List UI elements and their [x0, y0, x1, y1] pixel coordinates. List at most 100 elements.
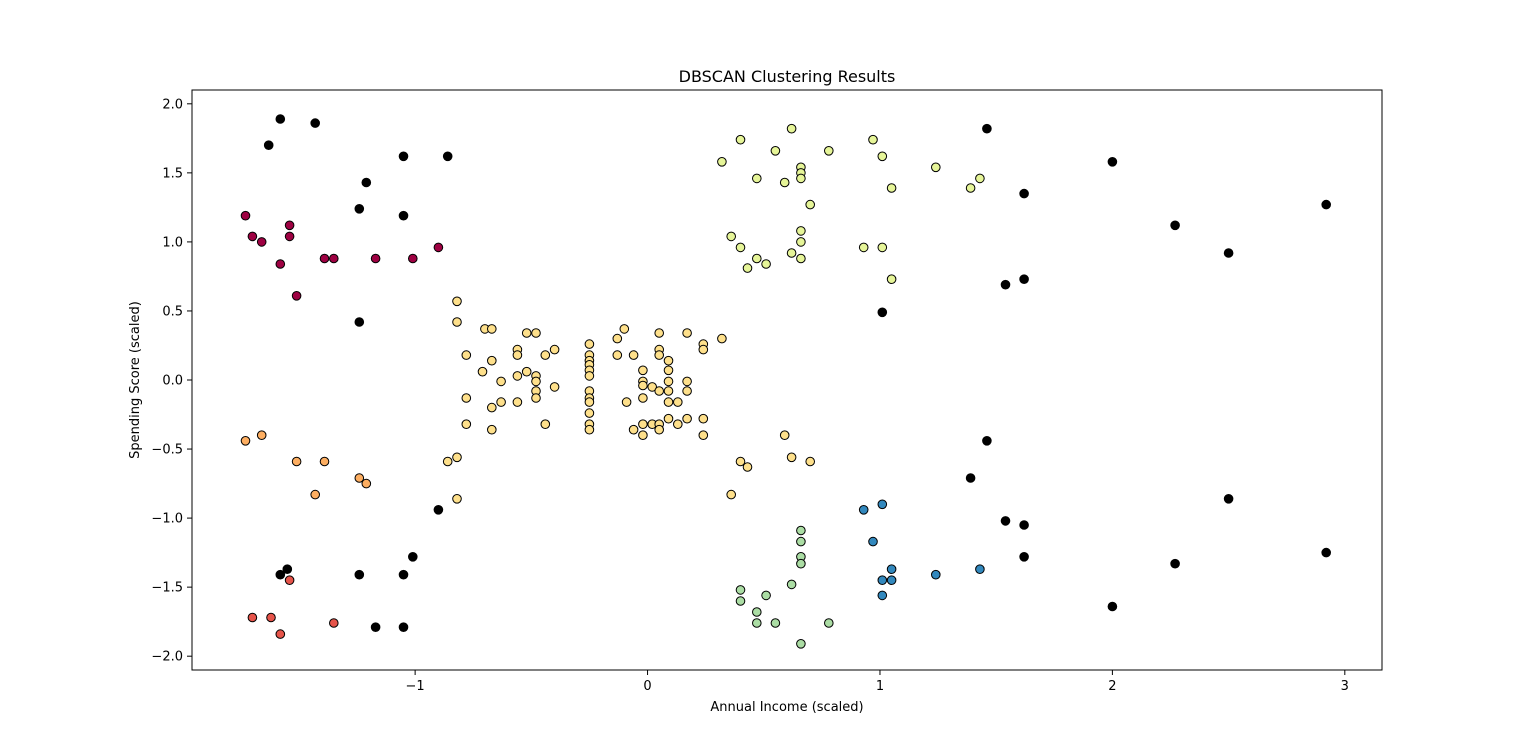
- data-point: [461, 419, 472, 430]
- data-point: [858, 242, 869, 253]
- data-point: [291, 456, 302, 467]
- data-point: [284, 231, 295, 242]
- data-point: [796, 536, 806, 547]
- data-point: [584, 408, 595, 418]
- data-point: [310, 118, 321, 128]
- data-point: [398, 622, 409, 633]
- data-point: [877, 590, 888, 601]
- data-point: [982, 123, 992, 134]
- data-point: [673, 419, 683, 430]
- data-point: [284, 220, 295, 231]
- data-point: [796, 558, 806, 569]
- data-point: [965, 183, 976, 193]
- data-point: [886, 575, 897, 586]
- data-point: [1000, 279, 1011, 290]
- data-point: [752, 173, 762, 184]
- data-point: [487, 355, 497, 366]
- data-point: [742, 263, 753, 273]
- data-point: [461, 350, 472, 360]
- data-point: [408, 253, 418, 264]
- data-point: [354, 317, 365, 327]
- data-point: [621, 397, 632, 407]
- data-point: [628, 350, 639, 360]
- data-point: [698, 344, 709, 355]
- data-point: [433, 242, 444, 253]
- data-point: [1321, 199, 1331, 210]
- data-point: [452, 494, 462, 504]
- data-point: [540, 350, 551, 360]
- data-point: [698, 430, 709, 441]
- data-point: [521, 366, 532, 377]
- data-point: [275, 569, 286, 580]
- data-point: [638, 380, 648, 391]
- data-point: [584, 339, 595, 349]
- data-point: [877, 307, 888, 318]
- data-point: [931, 569, 941, 580]
- data-point: [682, 376, 692, 387]
- data-point: [521, 328, 532, 338]
- y-axis-ticks: −2.0 −1.5 −1.0 −0.5 0.0 0.5 1.0 1.5 2.0: [151, 97, 192, 665]
- data-point: [975, 173, 985, 184]
- data-point: [663, 355, 674, 366]
- data-point: [805, 456, 816, 467]
- data-point: [796, 639, 806, 649]
- data-point: [1019, 552, 1029, 562]
- data-point: [240, 210, 251, 221]
- data-point: [540, 419, 551, 430]
- data-point: [858, 505, 869, 515]
- data-point: [452, 296, 462, 307]
- data-point: [877, 151, 888, 162]
- data-point: [512, 350, 523, 360]
- data-point: [868, 134, 878, 145]
- data-point: [796, 226, 806, 236]
- data-point: [786, 248, 797, 258]
- data-point: [726, 489, 737, 500]
- data-point: [761, 259, 771, 269]
- data-point: [779, 177, 790, 188]
- data-point: [291, 291, 302, 301]
- x-axis-label: Annual Income (scaled): [710, 700, 863, 715]
- data-point: [512, 397, 523, 407]
- data-point: [654, 424, 665, 435]
- data-point: [1170, 558, 1180, 569]
- data-point: [663, 397, 674, 407]
- data-point: [275, 629, 286, 639]
- data-point: [796, 253, 806, 264]
- data-point: [370, 622, 381, 633]
- data-point: [742, 462, 753, 472]
- data-point: [319, 456, 330, 467]
- data-point: [824, 146, 834, 156]
- data-point: [442, 151, 453, 162]
- data-point: [584, 397, 595, 407]
- y-tick-label: −2.0: [151, 650, 183, 665]
- data-point: [877, 575, 888, 586]
- data-point: [329, 618, 339, 628]
- y-tick-label: 1.5: [162, 166, 183, 181]
- y-tick-label: 2.0: [162, 97, 183, 112]
- x-tick-label: −1: [406, 679, 425, 694]
- data-point: [796, 525, 806, 536]
- data-point: [726, 231, 737, 242]
- data-point: [408, 552, 418, 562]
- data-point: [549, 382, 560, 392]
- data-point: [240, 436, 251, 446]
- data-point: [761, 590, 771, 601]
- data-point: [433, 505, 444, 515]
- x-axis-ticks: −1 0 1 2 3: [406, 670, 1349, 694]
- data-point: [1223, 248, 1234, 258]
- data-point: [549, 344, 560, 355]
- data-point: [496, 376, 506, 387]
- x-tick-label: 1: [876, 679, 884, 694]
- chart-title: DBSCAN Clustering Results: [679, 67, 896, 86]
- data-point: [584, 424, 595, 435]
- data-point: [256, 237, 267, 247]
- data-point: [735, 242, 746, 253]
- data-point: [654, 350, 665, 360]
- data-point: [452, 317, 462, 327]
- y-tick-label: −1.5: [151, 581, 183, 596]
- data-point: [319, 253, 330, 264]
- data-point: [877, 499, 888, 510]
- data-point: [868, 536, 878, 547]
- y-tick-label: −1.0: [151, 512, 183, 527]
